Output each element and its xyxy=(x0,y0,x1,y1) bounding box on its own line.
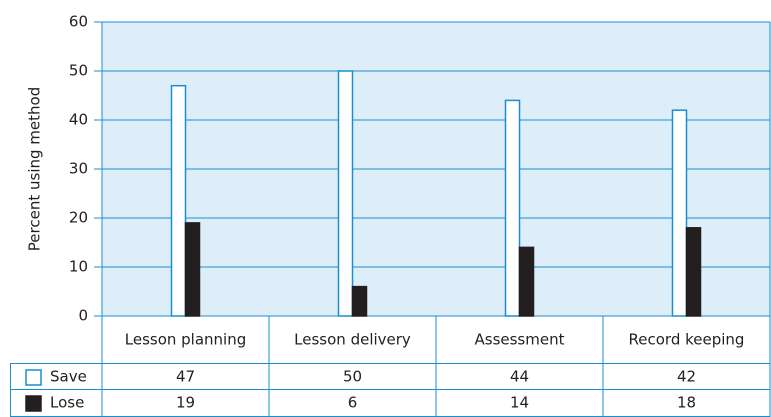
table-value: 42 xyxy=(677,368,696,386)
table-value: 6 xyxy=(348,394,358,412)
table-value: 14 xyxy=(510,394,529,412)
x-tick-label: Lesson delivery xyxy=(294,331,411,349)
y-tick-label: 60 xyxy=(69,13,88,31)
bar xyxy=(351,285,368,317)
legend-swatch xyxy=(25,395,42,412)
table-value: 44 xyxy=(510,368,529,386)
legend-swatch xyxy=(25,369,42,386)
x-tick-label: Record keeping xyxy=(629,331,745,349)
table-value: 18 xyxy=(677,394,696,412)
y-tick-label: 20 xyxy=(69,209,88,227)
bar xyxy=(170,84,187,317)
legend-label: Save xyxy=(50,368,87,386)
y-tick-label: 30 xyxy=(69,160,88,178)
legend-label: Lose xyxy=(50,394,84,412)
table-value: 19 xyxy=(176,394,195,412)
table-value: 50 xyxy=(343,368,362,386)
table-value: 47 xyxy=(176,368,195,386)
x-tick-label: Assessment xyxy=(475,331,565,349)
bar xyxy=(685,227,702,317)
x-tick-label: Lesson planning xyxy=(125,331,247,349)
bar xyxy=(504,99,521,317)
bar xyxy=(184,222,201,317)
y-axis-label: Percent using method xyxy=(26,87,44,251)
y-tick-label: 10 xyxy=(69,258,88,276)
bar xyxy=(337,70,354,317)
bar xyxy=(671,109,688,317)
y-tick-label: 40 xyxy=(69,111,88,129)
y-tick-label: 50 xyxy=(69,62,88,80)
bar xyxy=(518,246,535,317)
y-tick-label: 0 xyxy=(78,307,88,325)
